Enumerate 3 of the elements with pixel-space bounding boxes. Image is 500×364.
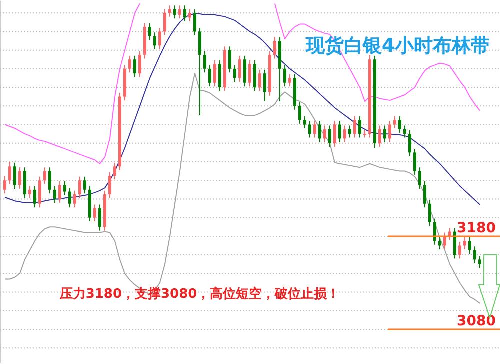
annotation: 压力3180，支撑3080，高位短空，破位止损！ [58, 286, 340, 302]
y-tick-label: 3180 [457, 220, 496, 236]
y-tick-label: 3080 [457, 314, 496, 330]
